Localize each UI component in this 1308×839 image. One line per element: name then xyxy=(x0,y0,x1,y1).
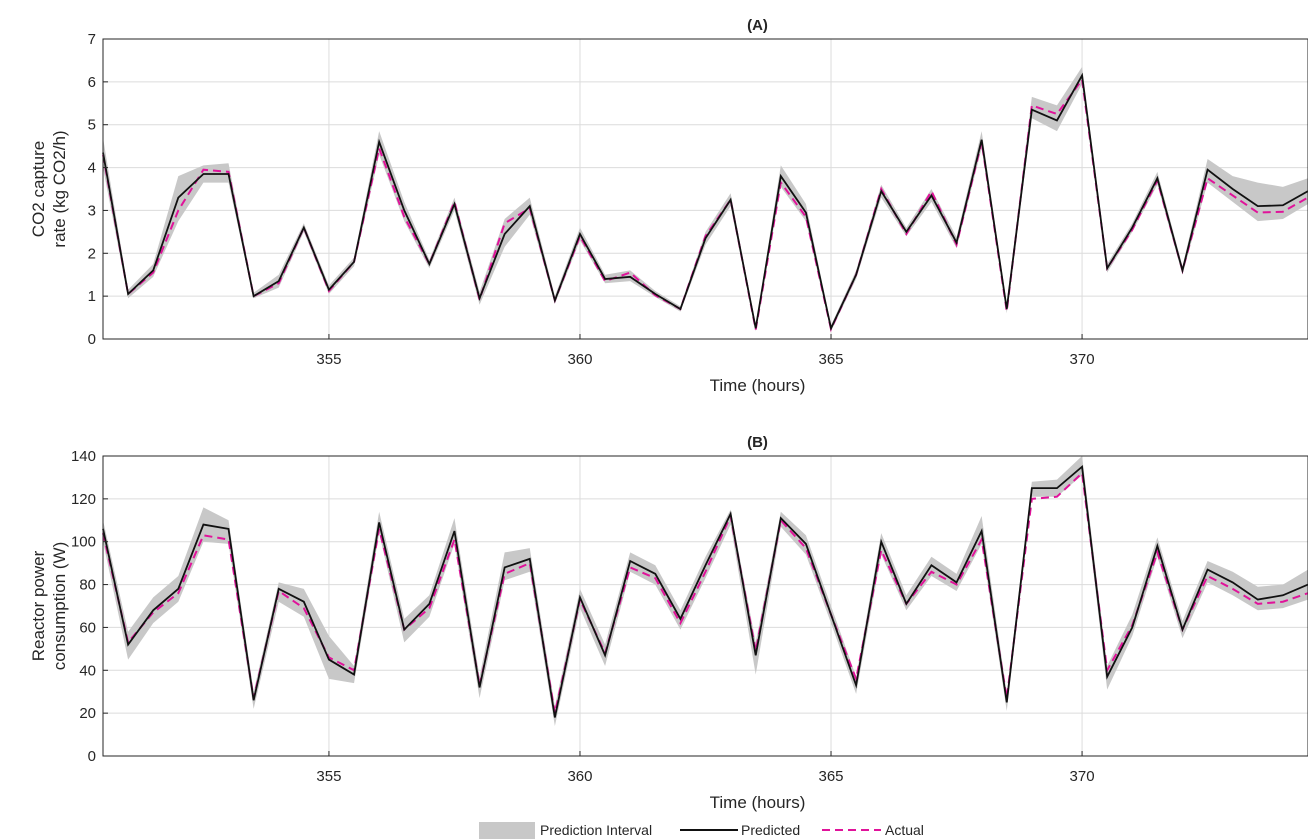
predicted-line xyxy=(102,72,1308,332)
panel-b: 0 20 40 60 80 100 120 140 355 360 365 370 (B) Time (h… xyxy=(29,434,1308,812)
y-axis-label: Reactor power consumption (W) xyxy=(29,542,69,670)
y-tick-label: 2 xyxy=(88,245,96,262)
y-tick-label: 6 xyxy=(88,74,96,91)
y-tick-label: 7 xyxy=(88,31,96,48)
actual-line xyxy=(102,77,1308,333)
panel-title: (A) xyxy=(747,17,768,34)
x-tick-label: 355 xyxy=(316,768,341,785)
axes-box xyxy=(102,455,1308,757)
legend-actual-label: Actual xyxy=(885,822,924,838)
x-tick-label: 365 xyxy=(819,351,844,368)
panel-a: 0 1 2 3 4 5 6 7 355 360 365 370 (A) Time (hours) CO2 c… xyxy=(29,17,1308,395)
y-tick-label: 20 xyxy=(79,705,96,722)
x-tick-label: 370 xyxy=(1070,351,1095,368)
y-tick-label: 3 xyxy=(88,202,96,219)
y-tick-label: 5 xyxy=(88,117,96,134)
legend: Prediction Interval Predicted Actual xyxy=(479,822,924,839)
y-axis-label: CO2 capture rate (kg CO2/h) xyxy=(29,130,69,247)
y-tick-label: 1 xyxy=(88,288,96,305)
x-tick-label: 360 xyxy=(567,351,592,368)
y-tick-label: 60 xyxy=(79,619,96,636)
y-tick-label: 0 xyxy=(88,748,96,765)
x-tick-label: 365 xyxy=(819,768,844,785)
legend-interval-swatch xyxy=(479,822,535,839)
x-tick-label: 355 xyxy=(316,351,341,368)
x-axis-label: Time (hours) xyxy=(710,376,806,395)
y-tick-label: 100 xyxy=(71,534,96,551)
y-tick-label: 120 xyxy=(71,491,96,508)
y-tick-label: 140 xyxy=(71,448,96,465)
y-tick-label: 0 xyxy=(88,331,96,348)
x-axis-label: Time (hours) xyxy=(710,793,806,812)
y-tick-label: 4 xyxy=(88,160,96,177)
x-tick-label: 360 xyxy=(567,768,592,785)
y-tick-label: 40 xyxy=(79,662,96,679)
legend-interval-label: Prediction Interval xyxy=(540,822,652,838)
legend-predicted-label: Predicted xyxy=(741,822,800,838)
prediction-interval-band xyxy=(103,66,1308,332)
panel-title: (B) xyxy=(747,434,768,451)
y-tick-label: 80 xyxy=(79,577,96,594)
predicted-line xyxy=(102,464,1308,718)
axes-box xyxy=(102,38,1308,340)
x-tick-label: 370 xyxy=(1070,768,1095,785)
